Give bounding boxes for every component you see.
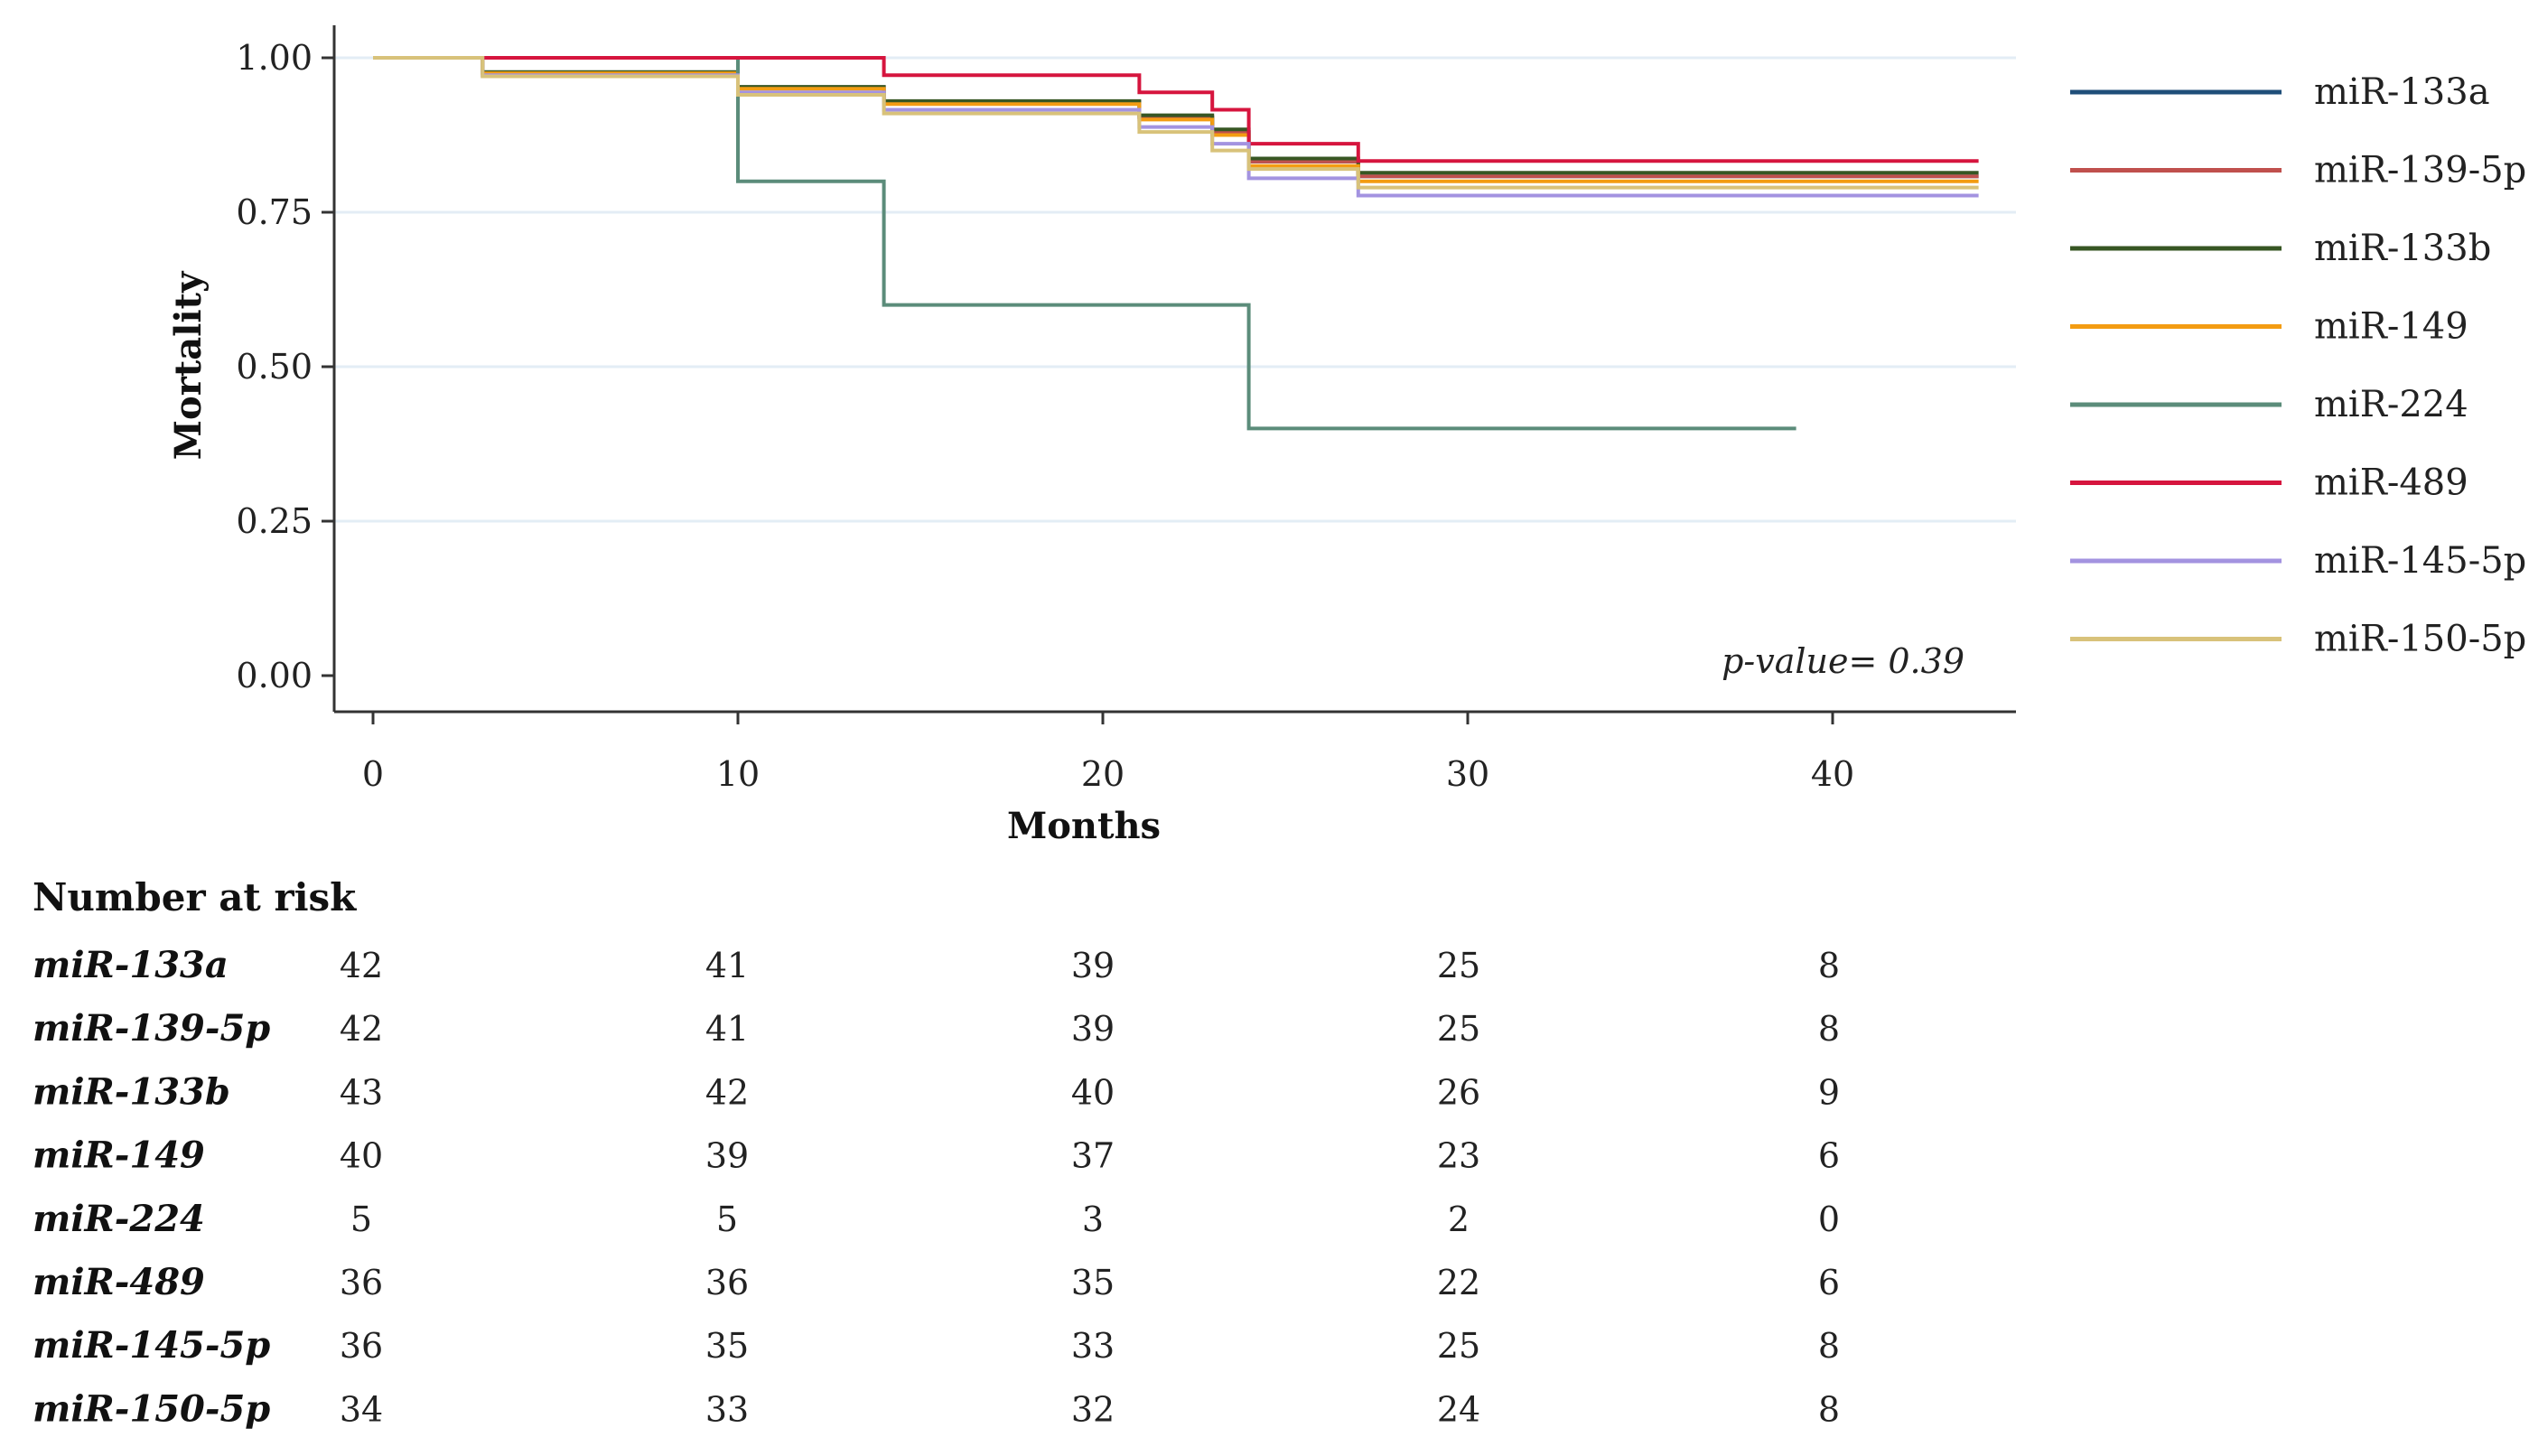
risk-value: 9 <box>1818 1072 1840 1112</box>
risk-row-label: miR-139-5p <box>33 1007 270 1050</box>
legend: miR-133a miR-139-5p miR-133b miR-149 miR-224… <box>2070 71 2526 660</box>
x-axis-ticks: 0 10 20 30 40 <box>362 712 1854 794</box>
risk-value: 8 <box>1818 946 1840 985</box>
risk-value: 8 <box>1818 1389 1840 1429</box>
risk-value: 25 <box>1437 946 1480 985</box>
risk-value: 42 <box>705 1072 749 1112</box>
legend-label: miR-133b <box>2314 228 2491 269</box>
risk-value: 34 <box>340 1389 383 1429</box>
risk-row-label: miR-145-5p <box>33 1324 270 1367</box>
risk-value: 26 <box>1437 1072 1480 1112</box>
risk-table: Number at risk miR-133a 42 41 39 25 8miR-139-… <box>33 875 1840 1430</box>
risk-value: 5 <box>716 1199 738 1239</box>
series-line-mir-150-5p <box>373 56 1979 190</box>
risk-value: 8 <box>1818 1326 1840 1366</box>
y-tick-label: 0.00 <box>236 656 313 695</box>
risk-row-label: miR-489 <box>33 1261 205 1303</box>
risk-value: 40 <box>1071 1072 1115 1112</box>
risk-value: 41 <box>705 1009 749 1049</box>
x-tick-label: 30 <box>1446 754 1489 794</box>
risk-value: 40 <box>340 1136 383 1176</box>
series-lines <box>373 56 1979 431</box>
y-tick-label: 0.25 <box>236 501 313 541</box>
risk-value: 35 <box>1071 1263 1115 1302</box>
risk-value: 43 <box>340 1072 383 1112</box>
risk-value: 6 <box>1818 1136 1840 1176</box>
risk-table-title: Number at risk <box>33 875 357 919</box>
risk-value: 6 <box>1818 1263 1840 1302</box>
risk-value: 25 <box>1437 1326 1480 1366</box>
legend-label: miR-145-5p <box>2314 540 2526 582</box>
risk-value: 36 <box>705 1263 749 1302</box>
axes <box>332 25 2016 714</box>
x-axis-label: Months <box>1007 805 1161 847</box>
risk-value: 0 <box>1818 1199 1840 1239</box>
y-axis-label: Mortality <box>167 270 210 460</box>
risk-row-label: miR-224 <box>33 1198 205 1240</box>
x-tick-label: 10 <box>716 754 760 794</box>
risk-value: 39 <box>705 1136 749 1176</box>
y-tick-label: 1.00 <box>236 38 313 78</box>
legend-label: miR-224 <box>2314 384 2468 425</box>
risk-value: 36 <box>340 1263 383 1302</box>
y-axis-ticks: 0.00 0.25 0.50 0.75 1.00 <box>236 38 334 695</box>
x-tick-label: 0 <box>362 754 384 794</box>
risk-value: 35 <box>705 1326 749 1366</box>
x-tick-label: 40 <box>1811 754 1854 794</box>
legend-label: miR-489 <box>2314 462 2468 504</box>
risk-row-label: miR-133b <box>33 1070 230 1113</box>
series-line-mir-489 <box>373 56 1979 163</box>
legend-label: miR-139-5p <box>2314 150 2526 191</box>
risk-value: 5 <box>350 1199 372 1239</box>
risk-value: 33 <box>1071 1326 1115 1366</box>
y-tick-label: 0.50 <box>236 347 313 387</box>
risk-row-label: miR-133a <box>33 944 229 986</box>
x-tick-label: 20 <box>1081 754 1125 794</box>
risk-value: 25 <box>1437 1009 1480 1049</box>
risk-row-label: miR-149 <box>33 1134 205 1177</box>
y-tick-label: 0.75 <box>236 192 313 232</box>
legend-label: miR-133a <box>2314 71 2490 113</box>
risk-value: 3 <box>1082 1199 1104 1239</box>
p-value-annotation: p-value= 0.39 <box>1722 641 1964 681</box>
risk-value: 39 <box>1071 1009 1115 1049</box>
risk-value: 2 <box>1448 1199 1470 1239</box>
risk-value: 39 <box>1071 946 1115 985</box>
risk-value: 24 <box>1437 1389 1480 1429</box>
legend-label: miR-150-5p <box>2314 619 2526 660</box>
risk-value: 23 <box>1437 1136 1480 1176</box>
risk-value: 36 <box>340 1326 383 1366</box>
risk-value: 42 <box>340 1009 383 1049</box>
risk-value: 42 <box>340 946 383 985</box>
risk-row-label: miR-150-5p <box>33 1387 270 1430</box>
risk-value: 33 <box>705 1389 749 1429</box>
risk-value: 37 <box>1071 1136 1115 1176</box>
risk-value: 32 <box>1071 1389 1115 1429</box>
risk-value: 41 <box>705 946 749 985</box>
risk-value: 8 <box>1818 1009 1840 1049</box>
legend-label: miR-149 <box>2314 306 2468 348</box>
risk-value: 22 <box>1437 1263 1480 1302</box>
